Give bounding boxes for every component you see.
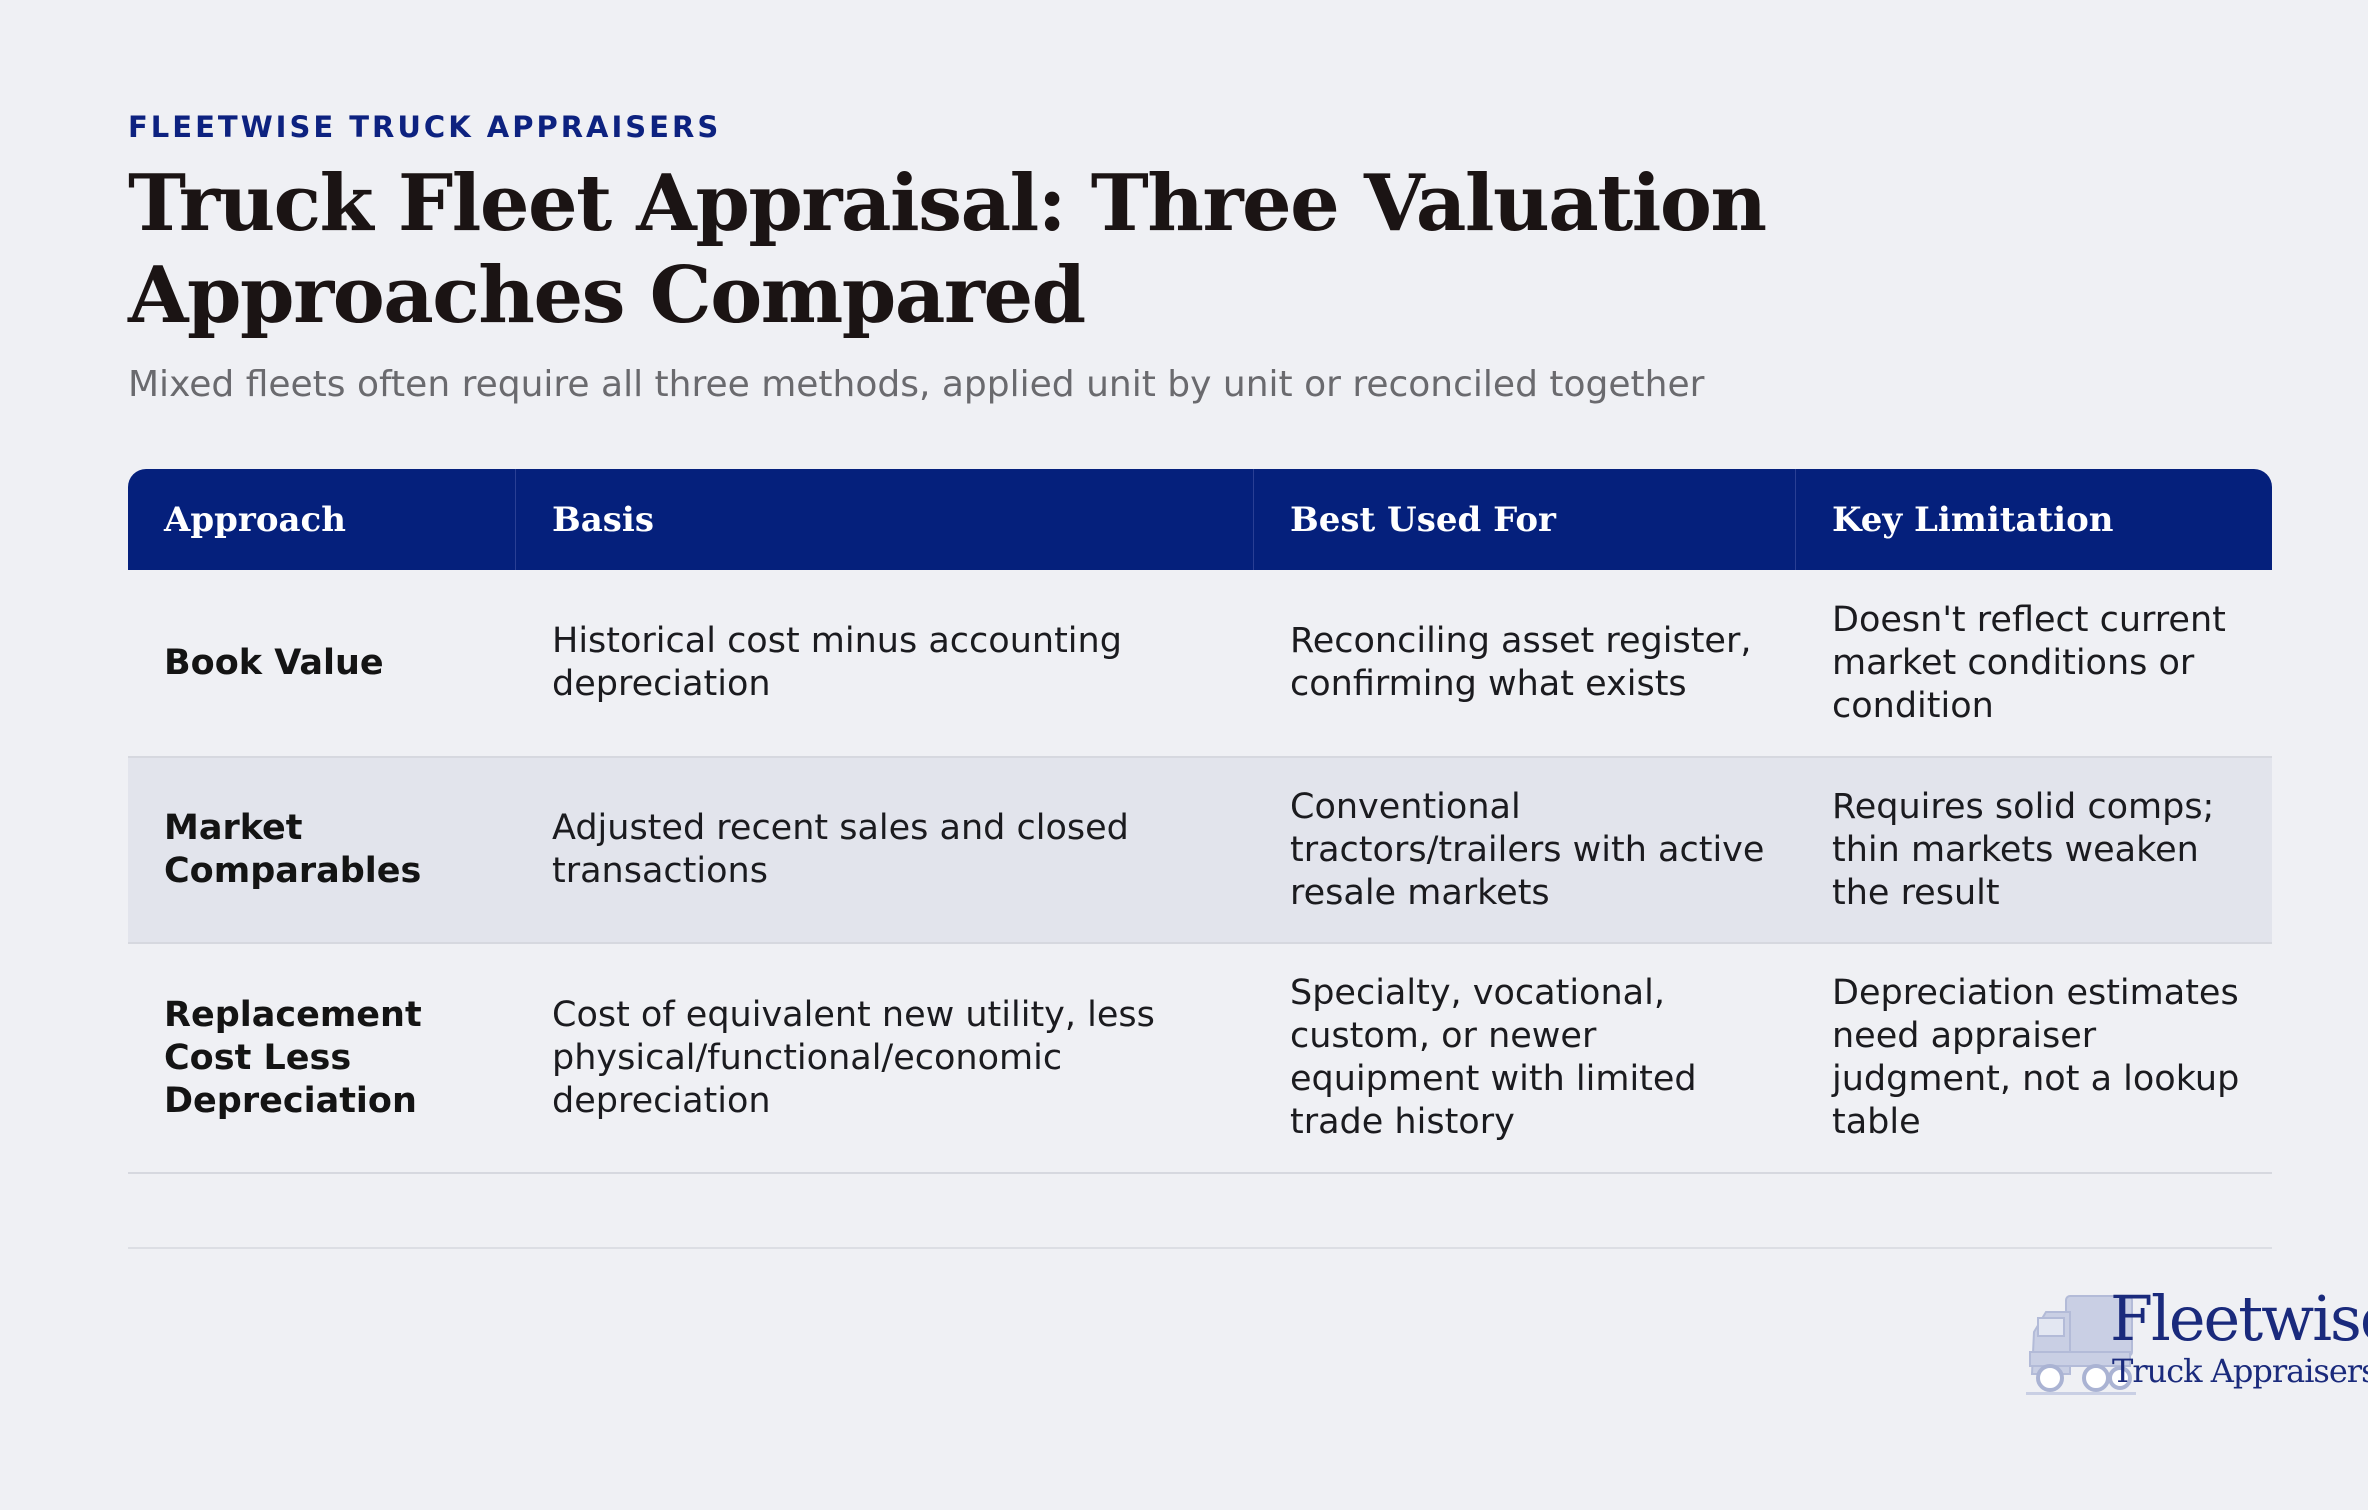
table-row: Book Value Historical cost minus account…	[128, 570, 2272, 758]
cell-key-limitation: Requires solid comps; thin markets weake…	[1832, 786, 2215, 913]
cell-approach: Replacement Cost Less Depreciation	[164, 994, 422, 1121]
column-header-key-limitation: Key Limitation	[1832, 499, 2114, 540]
cell-basis: Cost of equivalent new utility, less phy…	[552, 994, 1155, 1121]
cell-best-used-for: Specialty, vocational, custom, or newer …	[1290, 973, 1697, 1142]
bottom-divider	[128, 1247, 2272, 1249]
page-title: Truck Fleet Appraisal: Three Valuation A…	[128, 158, 1767, 341]
cell-approach: Market Comparables	[164, 808, 422, 891]
table-row: Replacement Cost Less Depreciation Cost …	[128, 944, 2272, 1174]
page-subtitle: Mixed fleets often require all three met…	[128, 364, 1705, 405]
truck-icon	[2026, 1292, 2136, 1405]
cell-best-used-for: Reconciling asset register, confirming w…	[1290, 621, 1752, 704]
brand-logo: Fleetwise Truck Appraisers	[2026, 1282, 2368, 1400]
column-header-approach: Approach	[128, 469, 516, 570]
table-row: Market Comparables Adjusted recent sales…	[128, 758, 2272, 944]
comparison-table: Approach Basis Best Used For Key Limitat…	[128, 469, 2272, 1174]
cell-basis: Adjusted recent sales and closed transac…	[552, 808, 1129, 891]
column-header-basis: Basis	[516, 469, 1254, 570]
cell-key-limitation: Doesn't reflect current market condition…	[1832, 599, 2226, 726]
logo-tagline: Truck Appraisers	[2112, 1352, 2368, 1390]
logo-wordmark: Fleetwise	[2110, 1282, 2368, 1355]
brand-eyebrow: FLEETWISE TRUCK APPRAISERS	[128, 110, 722, 144]
cell-approach: Book Value	[164, 642, 384, 683]
cell-basis: Historical cost minus accounting depreci…	[552, 621, 1122, 704]
column-header-best-used-for: Best Used For	[1254, 469, 1796, 570]
table-header: Approach Basis Best Used For Key Limitat…	[128, 469, 2272, 570]
cell-best-used-for: Conventional tractors/trailers with acti…	[1290, 786, 1765, 913]
cell-key-limitation: Depreciation estimates need appraiser ju…	[1832, 973, 2240, 1142]
